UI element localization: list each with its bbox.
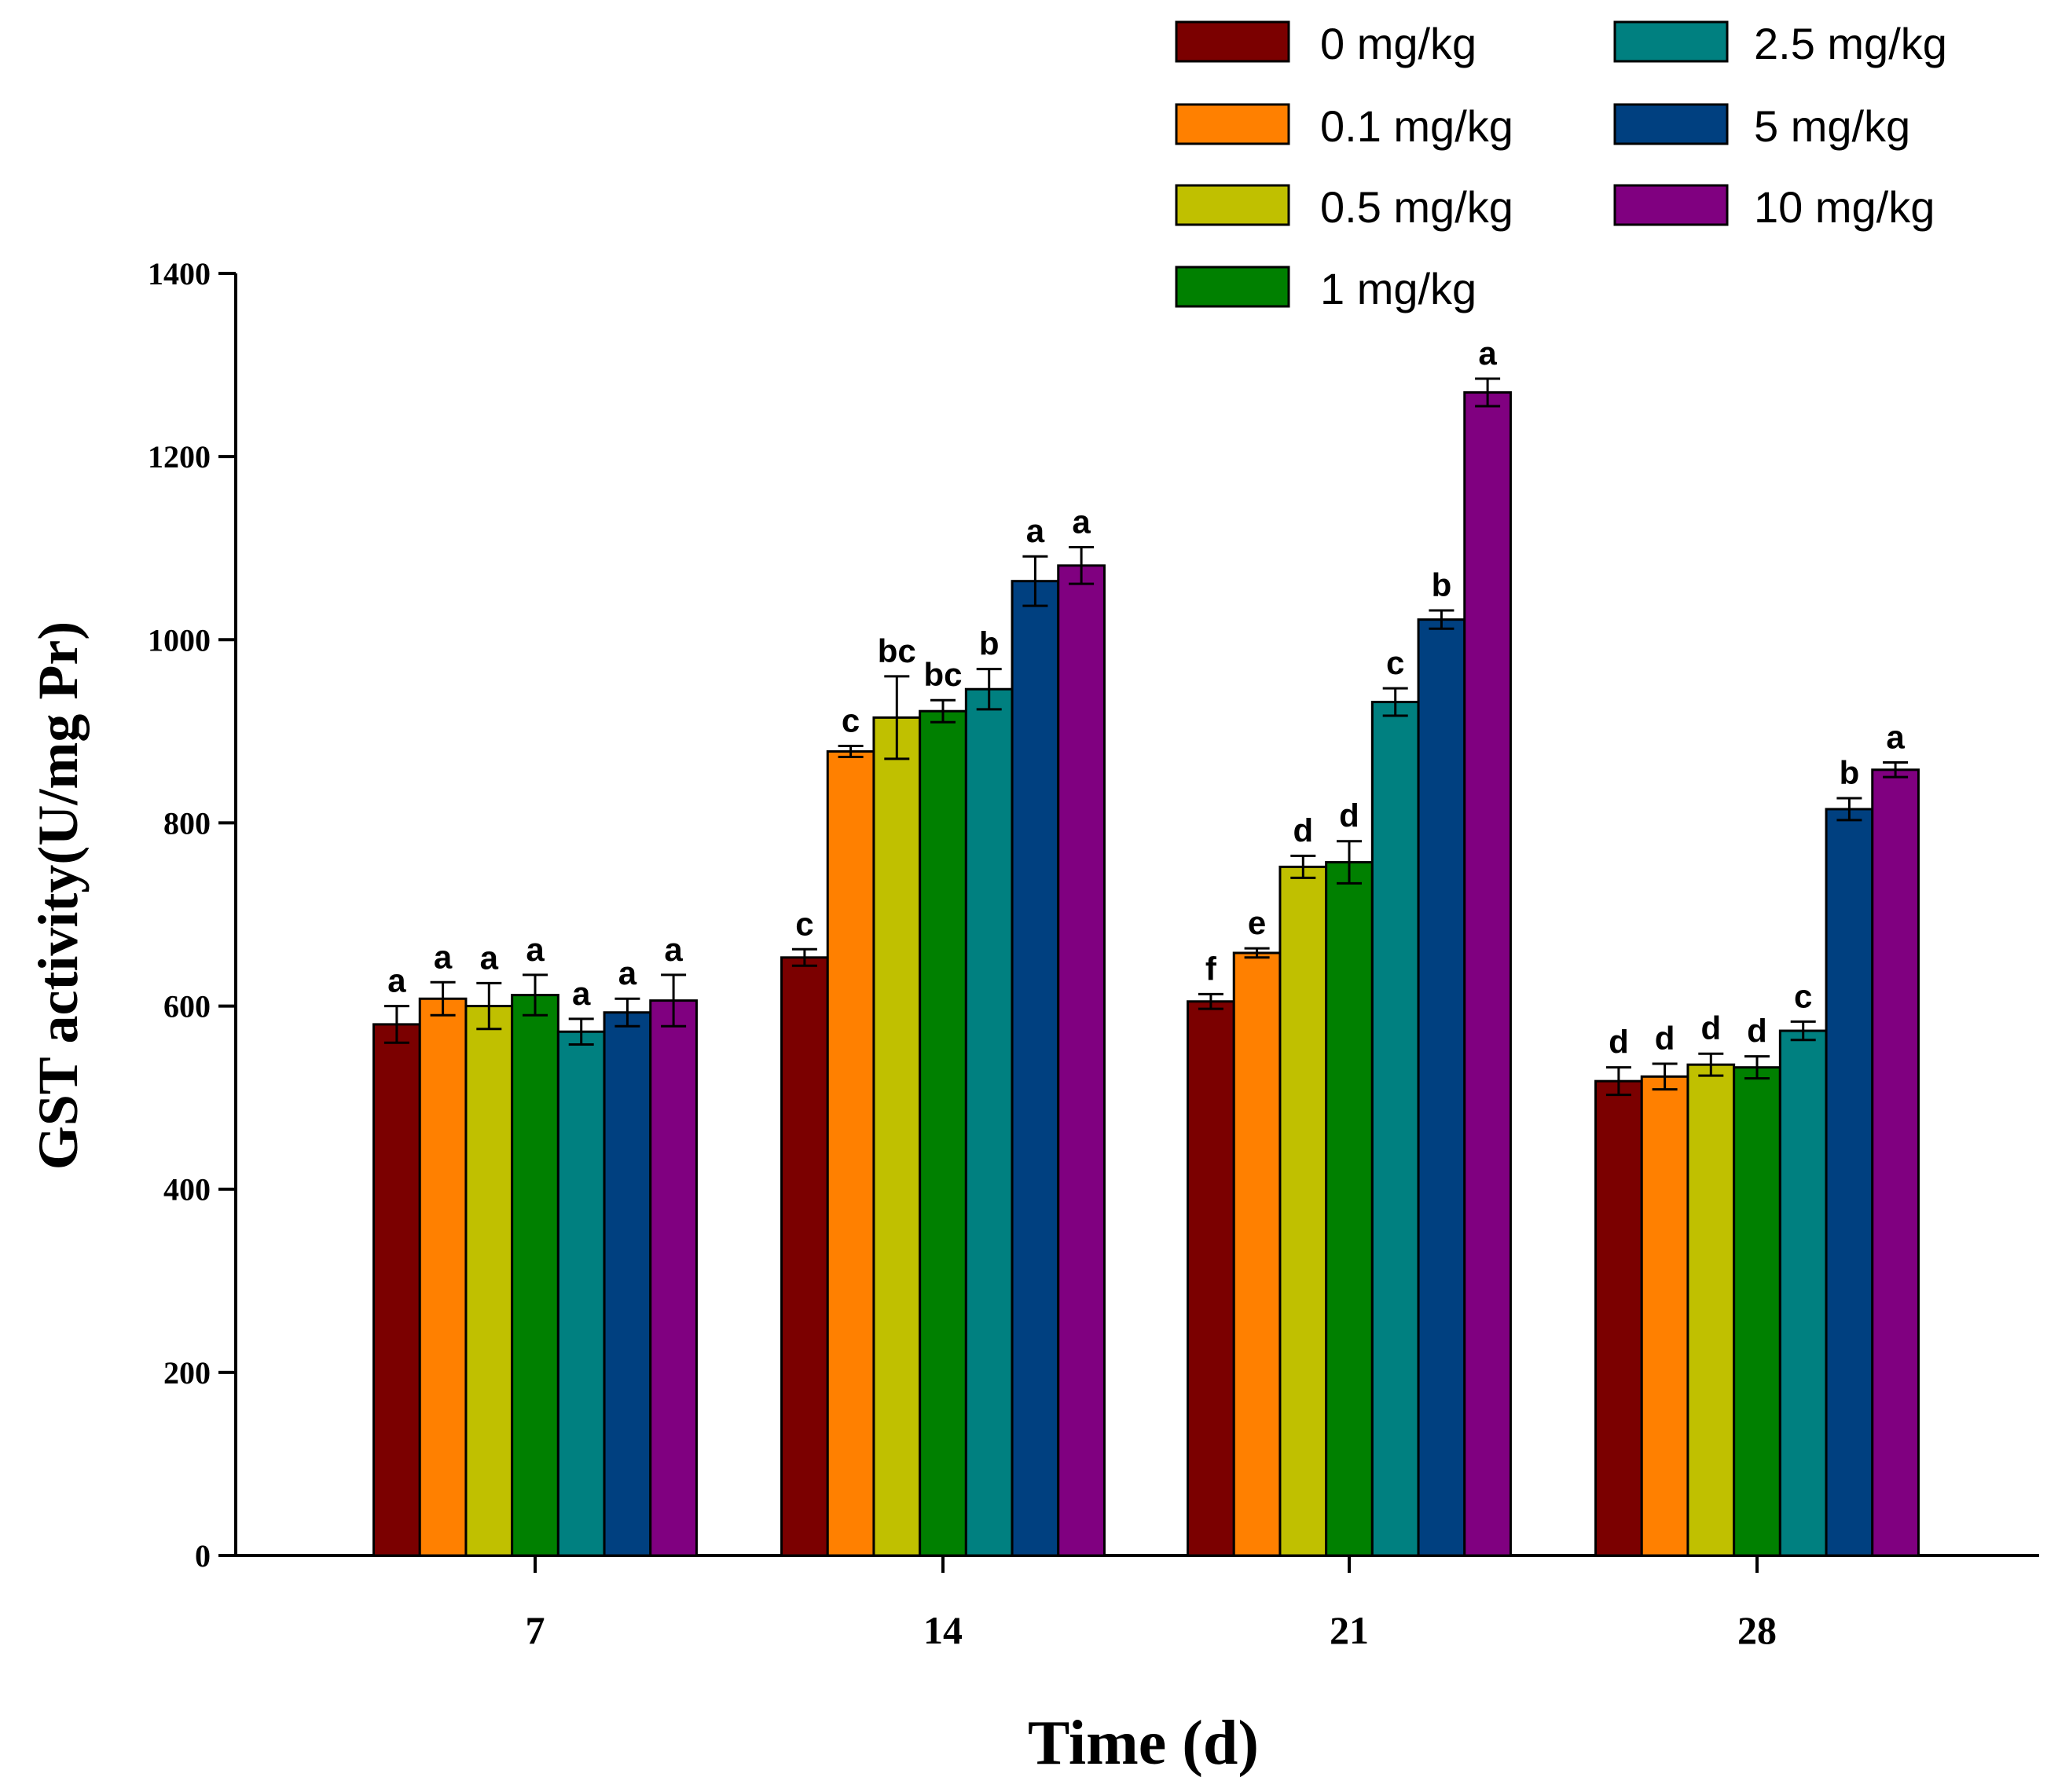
bar (872, 716, 922, 1557)
legend-label: 1 mg/kg (1320, 264, 1477, 313)
bar (1232, 951, 1282, 1557)
significance-label: f (1205, 950, 1217, 987)
y-tick-label: 1000 (148, 622, 211, 658)
significance-label: d (1339, 797, 1359, 834)
x-tick-label: 7 (526, 1608, 545, 1652)
bar (1417, 618, 1466, 1557)
x-axis-title: Time (d) (1028, 1709, 1259, 1778)
y-tick-label: 200 (163, 1355, 211, 1391)
significance-label: c (842, 702, 860, 739)
bar (418, 997, 468, 1557)
significance-label: e (1248, 904, 1266, 941)
significance-label: a (526, 931, 545, 968)
bar (1594, 1079, 1643, 1557)
significance-label: d (1747, 1013, 1767, 1050)
y-tick-label: 800 (163, 805, 211, 841)
legend-swatch (1175, 266, 1290, 308)
y-tick-label: 1400 (148, 256, 211, 291)
bar (649, 999, 698, 1557)
significance-label: a (572, 975, 591, 1012)
y-tick-label: 600 (163, 989, 211, 1024)
significance-label: d (1293, 812, 1313, 848)
significance-label: d (1655, 1020, 1675, 1057)
legend-swatch (1613, 20, 1729, 63)
bar (1825, 808, 1874, 1557)
significance-label: a (480, 939, 499, 976)
legend-swatch (1613, 184, 1729, 226)
significance-label: a (664, 931, 683, 968)
bar (1187, 1000, 1235, 1557)
bar (1011, 580, 1060, 1557)
legend-swatch (1175, 20, 1290, 63)
bar (1871, 768, 1920, 1557)
significance-label: a (618, 955, 637, 991)
significance-label: a (1886, 718, 1905, 755)
bar (1463, 391, 1512, 1557)
legend-label: 0.1 mg/kg (1320, 101, 1513, 151)
bar (1325, 861, 1374, 1557)
significance-label: b (1432, 566, 1452, 603)
bar (1370, 701, 1420, 1557)
significance-label: bc (878, 632, 916, 669)
significance-label: a (1072, 504, 1091, 541)
significance-label: c (795, 905, 813, 942)
bar (603, 1011, 652, 1557)
legend-label: 2.5 mg/kg (1754, 19, 1947, 68)
legend-label: 5 mg/kg (1754, 101, 1910, 151)
significance-label: a (1478, 335, 1497, 372)
y-tick-label: 0 (195, 1538, 211, 1574)
significance-label: d (1609, 1024, 1629, 1061)
y-tick-label: 400 (163, 1172, 211, 1207)
bar (1686, 1063, 1736, 1557)
x-tick-label: 14 (923, 1608, 963, 1652)
significance-label: bc (923, 656, 962, 693)
bar (964, 687, 1014, 1557)
bar (1278, 865, 1328, 1557)
significance-label: a (434, 938, 453, 975)
bar (1057, 564, 1106, 1557)
significance-label: b (1840, 754, 1860, 791)
bar (372, 1023, 421, 1557)
bar (464, 1005, 514, 1557)
bar (1640, 1075, 1689, 1557)
legend-swatch (1175, 184, 1290, 226)
significance-label: a (1026, 512, 1045, 549)
significance-label: d (1700, 1010, 1721, 1046)
significance-label: a (387, 962, 406, 999)
legend-label: 0 mg/kg (1320, 19, 1477, 68)
bar (1733, 1066, 1781, 1557)
legend-swatch (1613, 103, 1729, 145)
bar (556, 1030, 606, 1557)
significance-label: c (1386, 644, 1404, 681)
y-axis-title: GST activity(U/mg Pr) (27, 621, 90, 1171)
legend-swatch (1175, 103, 1290, 145)
x-tick-label: 28 (1737, 1608, 1777, 1652)
bar (780, 956, 829, 1557)
x-tick-label: 21 (1330, 1608, 1369, 1652)
legend-label: 10 mg/kg (1754, 182, 1935, 232)
significance-label: c (1794, 977, 1812, 1014)
bars (372, 377, 1920, 1557)
bar (511, 994, 559, 1557)
significance-label: b (979, 625, 1000, 662)
y-tick-label: 1200 (148, 439, 211, 475)
legend: 0 mg/kg 0.1 mg/kg 0.5 mg/kg 1 mg/kg 2.5 mg/k… (1175, 19, 1947, 313)
bar (1778, 1029, 1828, 1557)
bar (919, 709, 967, 1557)
bar (826, 750, 875, 1557)
legend-label: 0.5 mg/kg (1320, 182, 1513, 232)
